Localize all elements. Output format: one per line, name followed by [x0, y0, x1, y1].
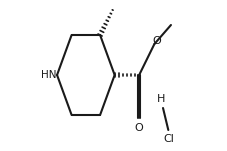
- Text: O: O: [134, 122, 143, 133]
- Text: Cl: Cl: [163, 134, 174, 144]
- Text: H: H: [157, 94, 165, 104]
- Text: HN: HN: [40, 70, 56, 80]
- Text: O: O: [152, 36, 161, 46]
